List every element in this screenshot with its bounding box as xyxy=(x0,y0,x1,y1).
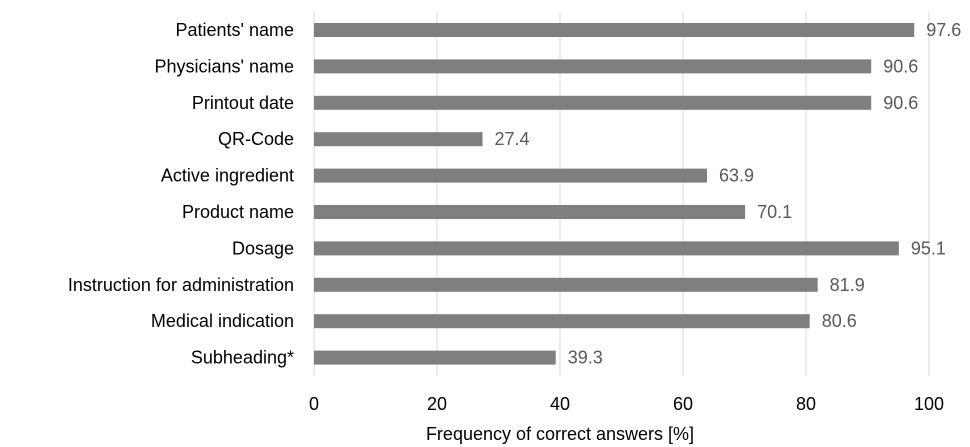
category-label: Active ingredient xyxy=(161,166,294,186)
data-label: 70.1 xyxy=(757,202,792,222)
x-tick-label: 0 xyxy=(309,394,319,414)
category-labels: Patients' name Physicians' name Printout d… xyxy=(68,20,294,368)
data-label: 80.6 xyxy=(822,311,857,331)
category-label: Product name xyxy=(182,202,294,222)
category-label: Subheading* xyxy=(191,348,294,368)
data-label: 97.6 xyxy=(926,20,961,40)
category-label: Instruction for administration xyxy=(68,275,294,295)
bar xyxy=(314,95,872,110)
bar xyxy=(314,241,899,256)
category-label: Medical indication xyxy=(151,311,294,331)
x-tick-label: 60 xyxy=(673,394,693,414)
x-axis-title: Frequency of correct answers [%] xyxy=(426,424,694,444)
data-label: 90.6 xyxy=(883,56,918,76)
data-label: 81.9 xyxy=(830,275,865,295)
category-label: QR-Code xyxy=(218,129,294,149)
data-label: 63.9 xyxy=(719,166,754,186)
x-tick-label: 20 xyxy=(427,394,447,414)
category-label: Printout date xyxy=(192,93,294,113)
x-tick-label: 100 xyxy=(914,394,944,414)
x-tick-label: 40 xyxy=(550,394,570,414)
bar xyxy=(314,277,818,292)
data-label: 95.1 xyxy=(911,238,946,258)
bar xyxy=(314,132,483,147)
x-axis-ticks: 0 20 40 60 80 100 xyxy=(309,394,944,414)
bar xyxy=(314,59,872,74)
data-label: 39.3 xyxy=(568,348,603,368)
bars xyxy=(314,23,915,365)
category-label: Physicians' name xyxy=(155,56,295,76)
x-tick-label: 80 xyxy=(796,394,816,414)
bar xyxy=(314,205,746,219)
value-labels: 97.6 90.6 90.6 27.4 63.970.1 95.1 81.9 80.6 39.3 xyxy=(495,20,962,368)
data-label: 90.6 xyxy=(883,93,918,113)
bar xyxy=(314,168,707,183)
data-label: 27.4 xyxy=(495,129,530,149)
bar xyxy=(314,23,915,37)
category-label: Patients' name xyxy=(175,20,294,40)
bar xyxy=(314,350,556,365)
category-label: Dosage xyxy=(232,238,294,258)
bar xyxy=(314,314,810,329)
